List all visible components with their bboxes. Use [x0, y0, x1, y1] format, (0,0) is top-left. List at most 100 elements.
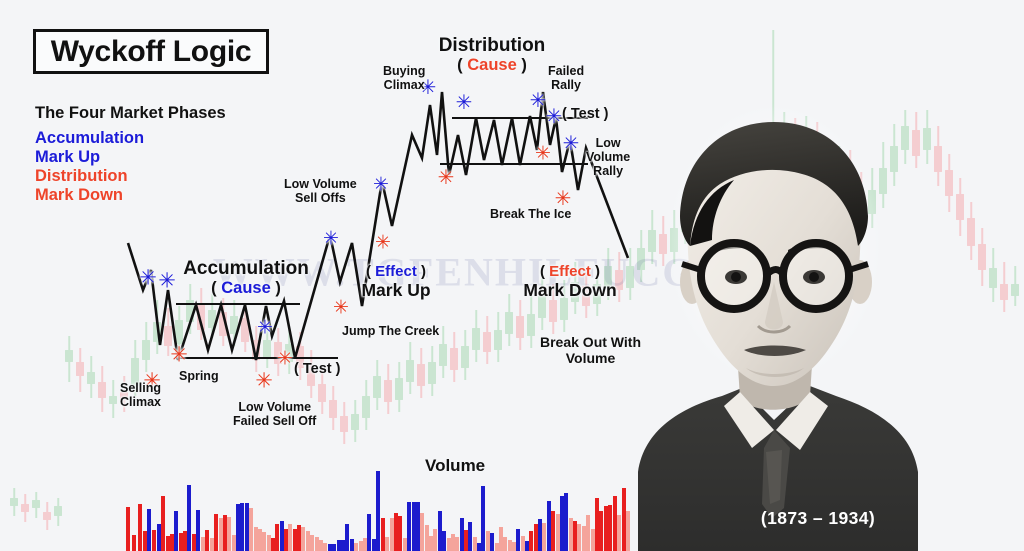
red-asterisk-marker: ✳: [375, 231, 391, 254]
volume-bar: [161, 496, 165, 551]
candle: [142, 322, 150, 372]
volume-bar: [280, 521, 284, 551]
candle: [538, 278, 546, 330]
candle: [439, 326, 447, 378]
candle: [571, 262, 579, 314]
volume-bar: [337, 540, 341, 551]
volume-bar: [442, 531, 446, 551]
candle: [76, 348, 84, 392]
annotation-break-the-ice: Break The Ice: [490, 207, 571, 221]
volume-bar: [394, 513, 398, 551]
candle: [120, 376, 128, 412]
blue-asterisk-marker: ✳: [562, 131, 580, 155]
four-market-phases-legend: The Four Market Phases Accumulation Mark…: [35, 104, 226, 206]
red-asterisk-marker: ✳: [554, 186, 572, 210]
volume-bar: [332, 544, 336, 551]
candle: [175, 306, 183, 354]
annotation-line: Sell Offs: [294, 191, 346, 205]
annotation-line: Break Out With: [540, 334, 641, 350]
candle: [923, 110, 931, 164]
volume-bar: [599, 511, 603, 551]
candle: [307, 350, 315, 398]
volume-bar: [447, 538, 451, 551]
candle: [362, 380, 370, 430]
volume-bar: [573, 521, 577, 551]
annotation-line: Climax: [383, 78, 425, 92]
volume-bar: [143, 531, 147, 551]
volume-bar: [301, 527, 305, 551]
candle: [505, 294, 513, 346]
annotation-line: Volume: [586, 150, 631, 164]
volume-bar: [512, 542, 516, 551]
candle: [989, 248, 997, 302]
legend-item-distribution: Distribution: [35, 167, 128, 186]
phase-title-markup: ( Effect ) Mark Up: [361, 263, 431, 300]
volume-bar: [521, 536, 525, 551]
volume-bar: [179, 533, 183, 551]
annotation-line: Selling: [120, 381, 161, 395]
volume-bar: [613, 496, 617, 551]
candle: [967, 202, 975, 260]
phase-title-markdown-causeeffect: ( Effect ): [539, 263, 601, 280]
volume-bar: [271, 538, 275, 551]
volume-bar: [486, 531, 490, 551]
volume-bar: [577, 524, 581, 551]
red-asterisk-marker: ✳: [143, 368, 161, 393]
red-asterisk-marker: ✳: [255, 368, 273, 393]
candle: [1011, 266, 1019, 306]
candle: [87, 356, 95, 398]
volume-bar: [219, 518, 223, 551]
volume-bar: [473, 537, 477, 551]
phase-title-markup-causeeffect: ( Effect ): [365, 263, 427, 280]
annotation-test-distribution: ( Test ): [562, 106, 608, 122]
annotation-test-accumulation: ( Test ): [294, 361, 340, 377]
title-box: Wyckoff Logic: [33, 29, 269, 74]
volume-bar: [451, 534, 455, 551]
volume-bar: [315, 537, 319, 551]
annotation-line: Rally: [593, 164, 624, 178]
annotation-line: Volume: [425, 456, 486, 475]
volume-bar: [258, 529, 262, 551]
portrait-dates: (1873 – 1934): [760, 508, 876, 528]
volume-bar: [468, 522, 472, 551]
candle: [406, 342, 414, 394]
legend-item-mark-up: Mark Up: [35, 148, 101, 167]
volume-bar: [403, 538, 407, 551]
volume-bar: [455, 537, 459, 551]
candle: [274, 328, 282, 376]
red-asterisk-marker: ✳: [333, 296, 349, 319]
annotation-buying-climax: Buying Climax: [383, 64, 425, 92]
candle: [340, 402, 348, 444]
annotation-line: ( Test ): [294, 361, 341, 377]
volume-bar: [542, 523, 546, 551]
candle: [373, 360, 381, 410]
annotation-line: Volume: [565, 349, 616, 366]
candle: [43, 502, 51, 530]
candle: [472, 310, 480, 362]
phase-title-markup-text: Mark Up: [361, 279, 431, 300]
volume-bar: [245, 503, 249, 551]
volume-bar: [595, 498, 599, 551]
volume-bar: [534, 524, 538, 551]
candle: [351, 400, 359, 442]
annotation-line: Climax: [120, 395, 161, 409]
blue-asterisk-marker: ✳: [139, 265, 157, 290]
volume-bar: [319, 540, 323, 551]
volume-bar: [608, 505, 612, 551]
volume-bar: [420, 513, 424, 551]
candle: [285, 330, 293, 374]
phase-title-distribution: Distribution( Cause ): [439, 35, 546, 75]
candle: [65, 336, 73, 382]
wyckoff-portrait: [624, 100, 924, 551]
candle: [549, 284, 557, 334]
candle: [560, 280, 568, 332]
candle: [604, 248, 612, 300]
candle: [461, 330, 469, 380]
volume-bar: [262, 532, 266, 551]
volume-bar: [341, 540, 345, 551]
phase-title-accumulation-text: Accumulation: [183, 258, 309, 279]
phase-title-markdown: ( Effect ) Mark Down: [523, 263, 616, 300]
red-asterisk-marker: ✳: [437, 165, 455, 189]
